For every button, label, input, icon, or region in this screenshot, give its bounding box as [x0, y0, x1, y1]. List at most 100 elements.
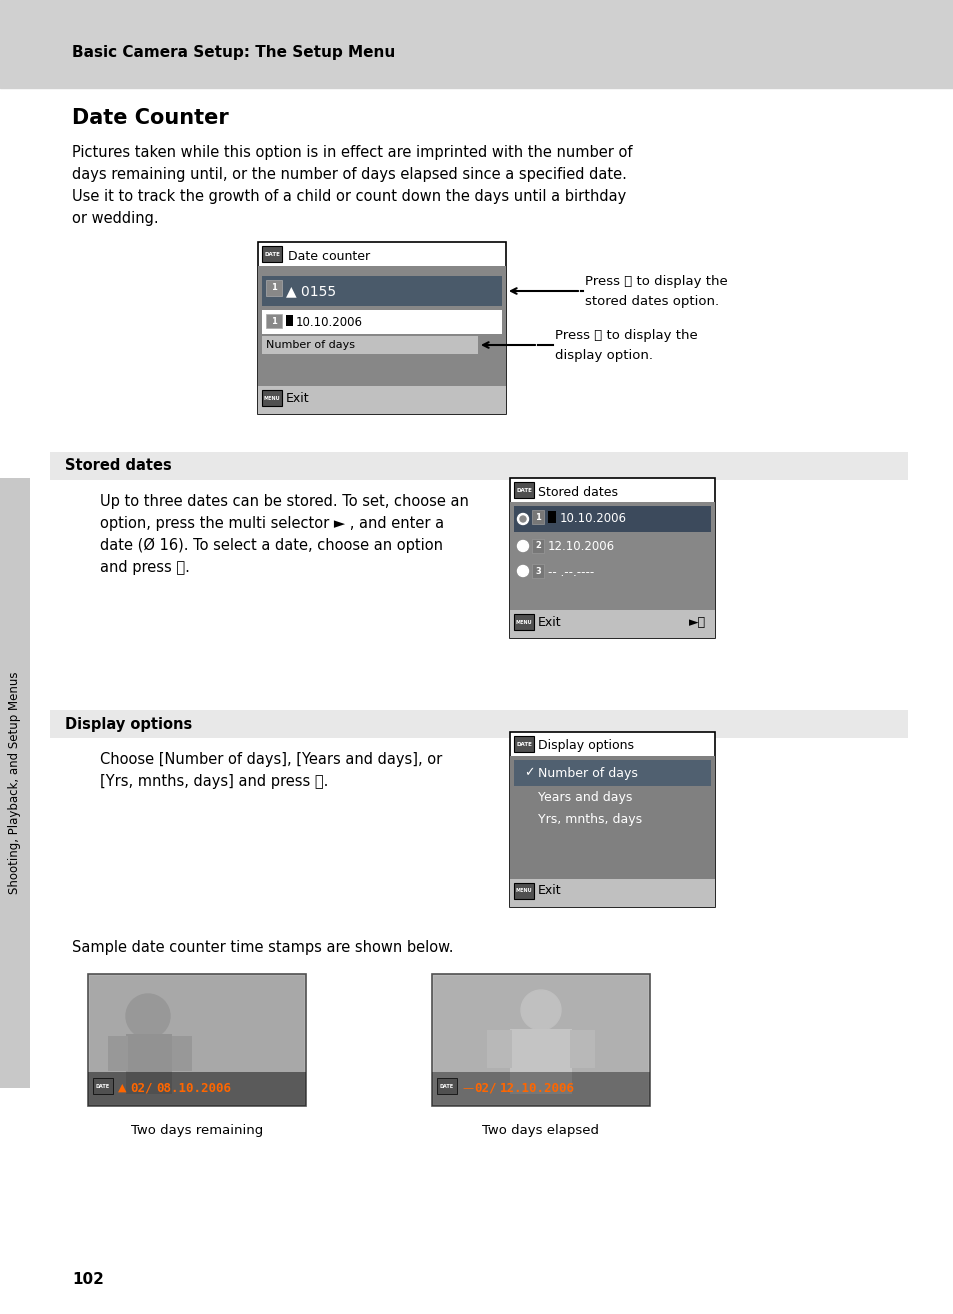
Bar — [432, 974, 649, 1106]
Bar — [486, 1030, 512, 1068]
Text: days remaining until, or the number of days elapsed since a specified date.: days remaining until, or the number of d… — [71, 167, 626, 183]
Text: 10.10.2006: 10.10.2006 — [295, 315, 363, 328]
Text: Exit: Exit — [537, 615, 561, 628]
Bar — [262, 310, 501, 334]
Text: MENU: MENU — [516, 888, 532, 894]
Bar — [436, 1077, 456, 1095]
Text: Basic Camera Setup: The Setup Menu: Basic Camera Setup: The Setup Menu — [71, 45, 395, 59]
Text: stored dates option.: stored dates option. — [584, 296, 719, 307]
Bar — [257, 265, 505, 386]
Text: DATE: DATE — [264, 251, 279, 256]
Text: Display options: Display options — [537, 740, 634, 753]
Text: Pictures taken while this option is in effect are imprinted with the number of: Pictures taken while this option is in e… — [71, 145, 632, 160]
Bar — [262, 390, 282, 406]
Text: Up to three dates can be stored. To set, choose an: Up to three dates can be stored. To set,… — [100, 494, 468, 509]
Text: MENU: MENU — [516, 619, 532, 624]
Bar — [510, 1029, 572, 1095]
Bar — [50, 452, 907, 480]
Circle shape — [520, 989, 560, 1030]
Bar — [286, 315, 293, 326]
Text: option, press the multi selector ► , and enter a: option, press the multi selector ► , and… — [100, 516, 444, 531]
Text: Display options: Display options — [65, 716, 193, 732]
Text: ✓: ✓ — [523, 766, 534, 779]
Text: —: — — [461, 1083, 473, 1093]
Bar — [88, 1072, 306, 1106]
Bar — [108, 1035, 128, 1071]
Text: display option.: display option. — [555, 350, 652, 361]
Bar — [514, 883, 534, 899]
Bar — [50, 710, 907, 738]
Bar — [510, 478, 714, 639]
Bar — [532, 564, 543, 578]
Bar — [0, 478, 30, 1088]
Bar — [510, 756, 714, 879]
Text: Two days remaining: Two days remaining — [131, 1123, 263, 1137]
Bar — [432, 1072, 649, 1106]
Bar — [88, 974, 306, 1106]
Text: Stored dates: Stored dates — [65, 459, 172, 473]
Text: 102: 102 — [71, 1272, 104, 1288]
Text: 08.10.2006: 08.10.2006 — [156, 1081, 231, 1095]
Text: DATE: DATE — [96, 1084, 110, 1088]
Bar — [514, 736, 534, 752]
Text: Exit: Exit — [286, 392, 310, 405]
Bar — [514, 614, 534, 629]
Circle shape — [517, 565, 528, 577]
Text: or wedding.: or wedding. — [71, 212, 158, 226]
Text: Choose [Number of days], [Years and days], or: Choose [Number of days], [Years and days… — [100, 752, 442, 767]
Text: DATE: DATE — [439, 1084, 454, 1088]
Bar — [262, 276, 501, 306]
Text: Two days elapsed: Two days elapsed — [482, 1123, 598, 1137]
Text: 02/: 02/ — [474, 1081, 496, 1095]
Text: Stored dates: Stored dates — [537, 485, 618, 498]
Circle shape — [517, 514, 528, 524]
Bar — [514, 506, 710, 532]
Text: Exit: Exit — [537, 884, 561, 897]
Bar — [434, 976, 647, 1104]
Bar — [262, 246, 282, 261]
Circle shape — [519, 516, 525, 522]
Text: 10.10.2006: 10.10.2006 — [559, 512, 626, 526]
Bar — [262, 336, 477, 353]
Text: 1: 1 — [271, 317, 276, 326]
Text: Sample date counter time stamps are shown below.: Sample date counter time stamps are show… — [71, 940, 453, 955]
Text: Years and days: Years and days — [537, 791, 632, 803]
Text: and press ⒪.: and press ⒪. — [100, 560, 190, 576]
Text: 1: 1 — [271, 284, 276, 293]
Bar — [266, 280, 282, 296]
Text: 3: 3 — [535, 566, 540, 576]
Text: MENU: MENU — [263, 396, 280, 401]
Bar — [532, 539, 543, 553]
Bar — [569, 1030, 595, 1068]
Text: Number of days: Number of days — [266, 340, 355, 350]
Bar — [257, 386, 505, 414]
Bar — [126, 1034, 172, 1095]
Bar — [0, 0, 953, 88]
Bar — [92, 1077, 112, 1095]
Bar — [266, 314, 282, 328]
Text: Use it to track the growth of a child or count down the days until a birthday: Use it to track the growth of a child or… — [71, 189, 625, 204]
Bar — [257, 242, 505, 414]
Bar — [510, 610, 714, 639]
Text: 12.10.2006: 12.10.2006 — [547, 540, 615, 553]
Text: -- .--.----: -- .--.---- — [547, 565, 594, 578]
Bar — [172, 1035, 192, 1071]
Bar — [510, 879, 714, 907]
Text: ►⒪: ►⒪ — [688, 615, 705, 628]
Text: 02/: 02/ — [130, 1081, 152, 1095]
Text: Shooting, Playback, and Setup Menus: Shooting, Playback, and Setup Menus — [9, 671, 22, 895]
Text: date (Ø 16). To select a date, choose an option: date (Ø 16). To select a date, choose an… — [100, 537, 442, 553]
Bar — [514, 759, 710, 786]
Bar — [510, 732, 714, 907]
Bar — [532, 510, 543, 524]
Text: Date counter: Date counter — [288, 250, 370, 263]
Text: [Yrs, mnths, days] and press ⒪.: [Yrs, mnths, days] and press ⒪. — [100, 774, 328, 788]
Text: 2: 2 — [535, 541, 540, 551]
Bar — [547, 511, 556, 523]
Text: Date Counter: Date Counter — [71, 108, 229, 127]
Text: Yrs, mnths, days: Yrs, mnths, days — [537, 813, 641, 827]
Text: DATE: DATE — [516, 487, 532, 493]
Text: 12.10.2006: 12.10.2006 — [499, 1081, 575, 1095]
Text: Press ⒪ to display the: Press ⒪ to display the — [555, 328, 697, 342]
Bar — [514, 482, 534, 498]
